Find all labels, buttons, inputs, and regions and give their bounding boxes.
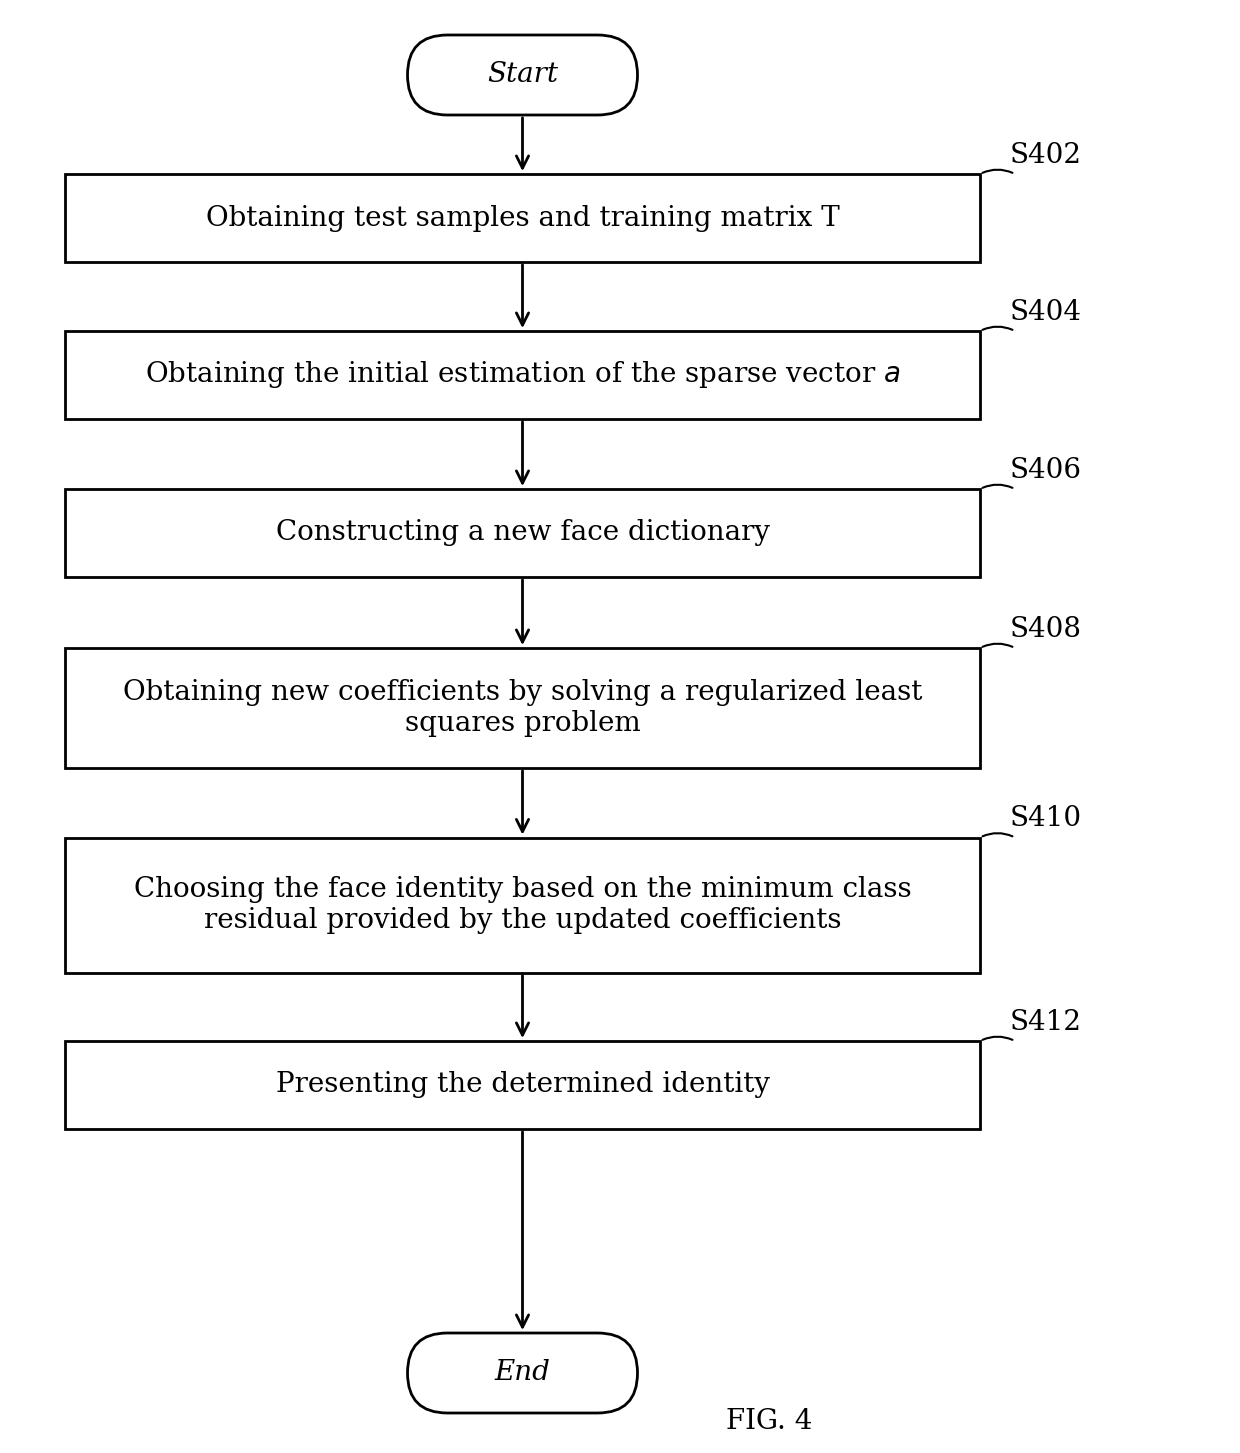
Text: Obtaining test samples and training matrix T: Obtaining test samples and training matr…	[206, 205, 839, 231]
Bar	[64, 837, 980, 972]
Text: S410: S410	[1011, 805, 1083, 833]
Bar	[64, 490, 980, 577]
Text: S402: S402	[1011, 142, 1083, 169]
Text: Start: Start	[487, 61, 558, 89]
Text: S412: S412	[1011, 1008, 1083, 1036]
Text: Presenting the determined identity: Presenting the determined identity	[275, 1071, 770, 1098]
Text: S404: S404	[1011, 299, 1083, 325]
Text: Choosing the face identity based on the minimum class
residual provided by the u: Choosing the face identity based on the …	[134, 876, 911, 934]
Text: Constructing a new face dictionary: Constructing a new face dictionary	[275, 520, 770, 546]
Bar	[64, 1040, 980, 1129]
FancyBboxPatch shape	[408, 35, 637, 115]
Text: Obtaining the initial estimation of the sparse vector $a$: Obtaining the initial estimation of the …	[145, 359, 900, 391]
Text: S406: S406	[1011, 458, 1083, 484]
Text: End: End	[495, 1360, 551, 1386]
Bar	[64, 331, 980, 418]
Text: S408: S408	[1011, 616, 1083, 644]
Text: Obtaining new coefficients by solving a regularized least
squares problem: Obtaining new coefficients by solving a …	[123, 679, 923, 737]
Text: FIG. 4: FIG. 4	[725, 1408, 812, 1436]
FancyBboxPatch shape	[408, 1332, 637, 1412]
Bar	[64, 648, 980, 769]
Bar	[64, 174, 980, 262]
